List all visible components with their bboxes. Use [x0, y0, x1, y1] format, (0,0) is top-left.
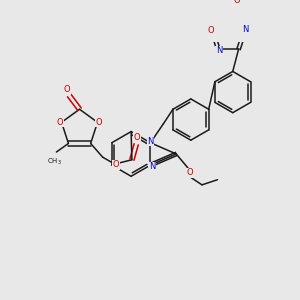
Text: CH$_3$: CH$_3$ [47, 156, 62, 167]
Text: O: O [134, 133, 140, 142]
Text: O: O [96, 118, 103, 127]
Text: O: O [56, 118, 63, 127]
Text: O: O [63, 85, 70, 94]
Text: N: N [149, 162, 155, 171]
Text: N: N [147, 136, 154, 146]
Text: O: O [187, 168, 193, 177]
Text: N: N [216, 46, 222, 56]
Text: O: O [234, 0, 240, 4]
Text: N: N [242, 25, 249, 34]
Text: O: O [207, 26, 214, 34]
Text: O: O [112, 160, 119, 169]
